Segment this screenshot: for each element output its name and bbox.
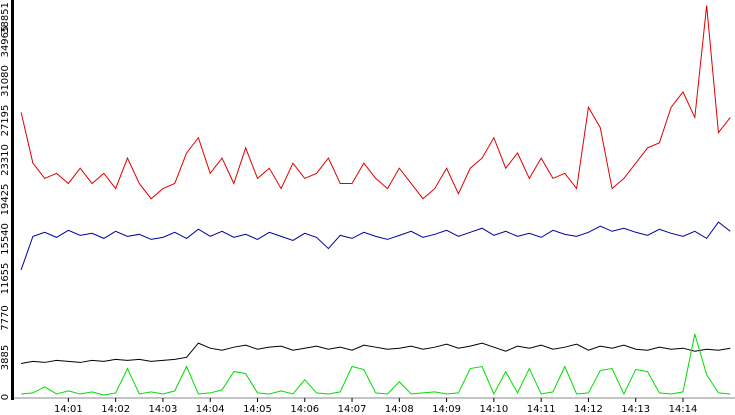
x-tick-label: 14:14 bbox=[669, 404, 698, 415]
x-tick-label: 14:02 bbox=[101, 404, 130, 415]
series-line bbox=[20, 221, 731, 271]
y-tick-label: 0 bbox=[0, 394, 11, 400]
x-tick-label: 14:09 bbox=[432, 404, 461, 415]
x-tick-label: 14:05 bbox=[243, 404, 272, 415]
x-tick-label: 14:10 bbox=[479, 404, 508, 415]
y-tick-label: 34965 bbox=[0, 26, 11, 58]
x-tick-label: 14:11 bbox=[527, 404, 556, 415]
x-tick-label: 14:04 bbox=[196, 404, 225, 415]
x-tick-label: 14:07 bbox=[338, 404, 367, 415]
x-tick-label: 14:08 bbox=[385, 404, 414, 415]
x-tick-label: 14:12 bbox=[574, 404, 603, 415]
y-tick-label: 3885 bbox=[0, 345, 11, 370]
y-tick-label: 23310 bbox=[0, 144, 11, 176]
y-tick-label: 11655 bbox=[0, 263, 11, 295]
y-tick-label: 31080 bbox=[0, 65, 11, 97]
y-tick-label: 38851 bbox=[0, 2, 11, 34]
y-tick-label: 7770 bbox=[0, 305, 11, 330]
series-line bbox=[21, 333, 731, 396]
x-tick-label: 14:06 bbox=[290, 404, 319, 415]
x-tick-label: 14:03 bbox=[149, 404, 178, 415]
series-line bbox=[21, 342, 731, 364]
y-tick-label: 15540 bbox=[0, 223, 11, 255]
y-tick-label: 27195 bbox=[0, 105, 11, 137]
x-tick-label: 14:13 bbox=[621, 404, 650, 415]
y-tick-label: 19425 bbox=[0, 184, 11, 216]
series-line bbox=[20, 5, 731, 200]
x-tick-label: 14:01 bbox=[54, 404, 83, 415]
